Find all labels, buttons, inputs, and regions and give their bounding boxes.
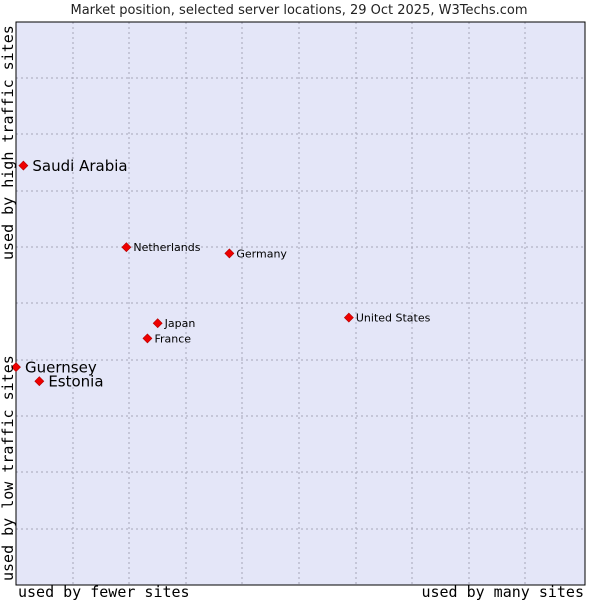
- point-marker: [18, 160, 29, 171]
- point-label: Germany: [236, 247, 287, 260]
- point-germany: Germany: [224, 247, 287, 260]
- point-guernsey: Guernsey: [11, 359, 97, 377]
- point-japan: Japan: [152, 317, 196, 330]
- x-axis-label-right: used by many sites: [421, 583, 584, 600]
- grid-lines: [16, 22, 585, 585]
- plot-area: [16, 22, 585, 585]
- point-label: Saudi Arabia: [32, 157, 127, 175]
- point-saudi-arabia: Saudi Arabia: [18, 157, 128, 175]
- point-marker: [152, 318, 163, 329]
- point-marker: [224, 248, 235, 259]
- point-estonia: Estonia: [34, 373, 104, 391]
- chart-title: Market position, selected server locatio…: [70, 3, 527, 18]
- point-marker: [121, 242, 132, 253]
- point-marker: [343, 312, 354, 323]
- data-points: Saudi Arabia Netherlands Germany United Sta…: [11, 157, 431, 391]
- x-axis-label-left: used by fewer sites: [18, 583, 190, 600]
- point-marker: [142, 333, 153, 344]
- point-france: France: [142, 332, 191, 345]
- point-label: Japan: [164, 317, 196, 330]
- point-label: France: [154, 332, 191, 345]
- point-marker: [34, 376, 45, 387]
- point-netherlands: Netherlands: [121, 241, 201, 254]
- plot-frame: [15, 21, 586, 586]
- point-label: Guernsey: [25, 359, 97, 377]
- y-axis-label-top: used by high traffic sites: [0, 25, 17, 260]
- point-label: Netherlands: [133, 241, 200, 254]
- point-marker: [11, 362, 21, 373]
- point-label: Estonia: [48, 373, 103, 391]
- y-axis-label-bottom: used by low traffic sites: [0, 355, 17, 581]
- point-united-states: United States: [343, 312, 431, 325]
- point-label: United States: [356, 312, 431, 325]
